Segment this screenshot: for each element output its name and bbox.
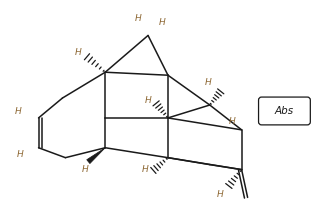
Text: Abs: Abs [275,106,294,116]
Text: H: H [17,150,24,159]
Text: H: H [82,165,89,174]
Polygon shape [87,148,105,164]
Text: H: H [145,95,152,104]
Text: H: H [204,78,211,87]
FancyBboxPatch shape [259,97,310,125]
Text: H: H [15,108,22,117]
Text: H: H [142,165,148,174]
Text: H: H [135,14,141,23]
Text: H: H [228,117,235,126]
Text: H: H [75,48,82,57]
Text: H: H [159,18,165,27]
Text: H: H [216,190,223,199]
